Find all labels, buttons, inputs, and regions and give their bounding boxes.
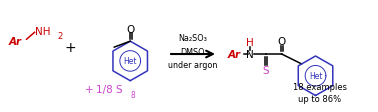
Text: 1/8 S: 1/8 S — [96, 84, 123, 94]
Text: +: + — [85, 84, 94, 94]
Text: O: O — [126, 25, 134, 35]
Text: N: N — [246, 50, 254, 59]
Text: 18 examples: 18 examples — [293, 82, 347, 91]
Text: DMSO: DMSO — [181, 47, 205, 56]
Text: Ar: Ar — [228, 50, 241, 59]
Text: up to 86%: up to 86% — [298, 94, 341, 103]
Text: +: + — [65, 41, 76, 55]
Text: under argon: under argon — [168, 61, 218, 70]
Text: Ar: Ar — [9, 37, 22, 47]
Text: Het: Het — [309, 72, 322, 81]
Text: O: O — [277, 37, 286, 47]
Text: S: S — [262, 65, 269, 75]
Text: Na₂SO₃: Na₂SO₃ — [178, 33, 208, 42]
Text: 2: 2 — [57, 31, 63, 40]
Text: NH: NH — [34, 27, 50, 37]
Text: 8: 8 — [130, 90, 135, 99]
Text: H: H — [246, 38, 254, 48]
Text: Het: Het — [124, 57, 137, 66]
